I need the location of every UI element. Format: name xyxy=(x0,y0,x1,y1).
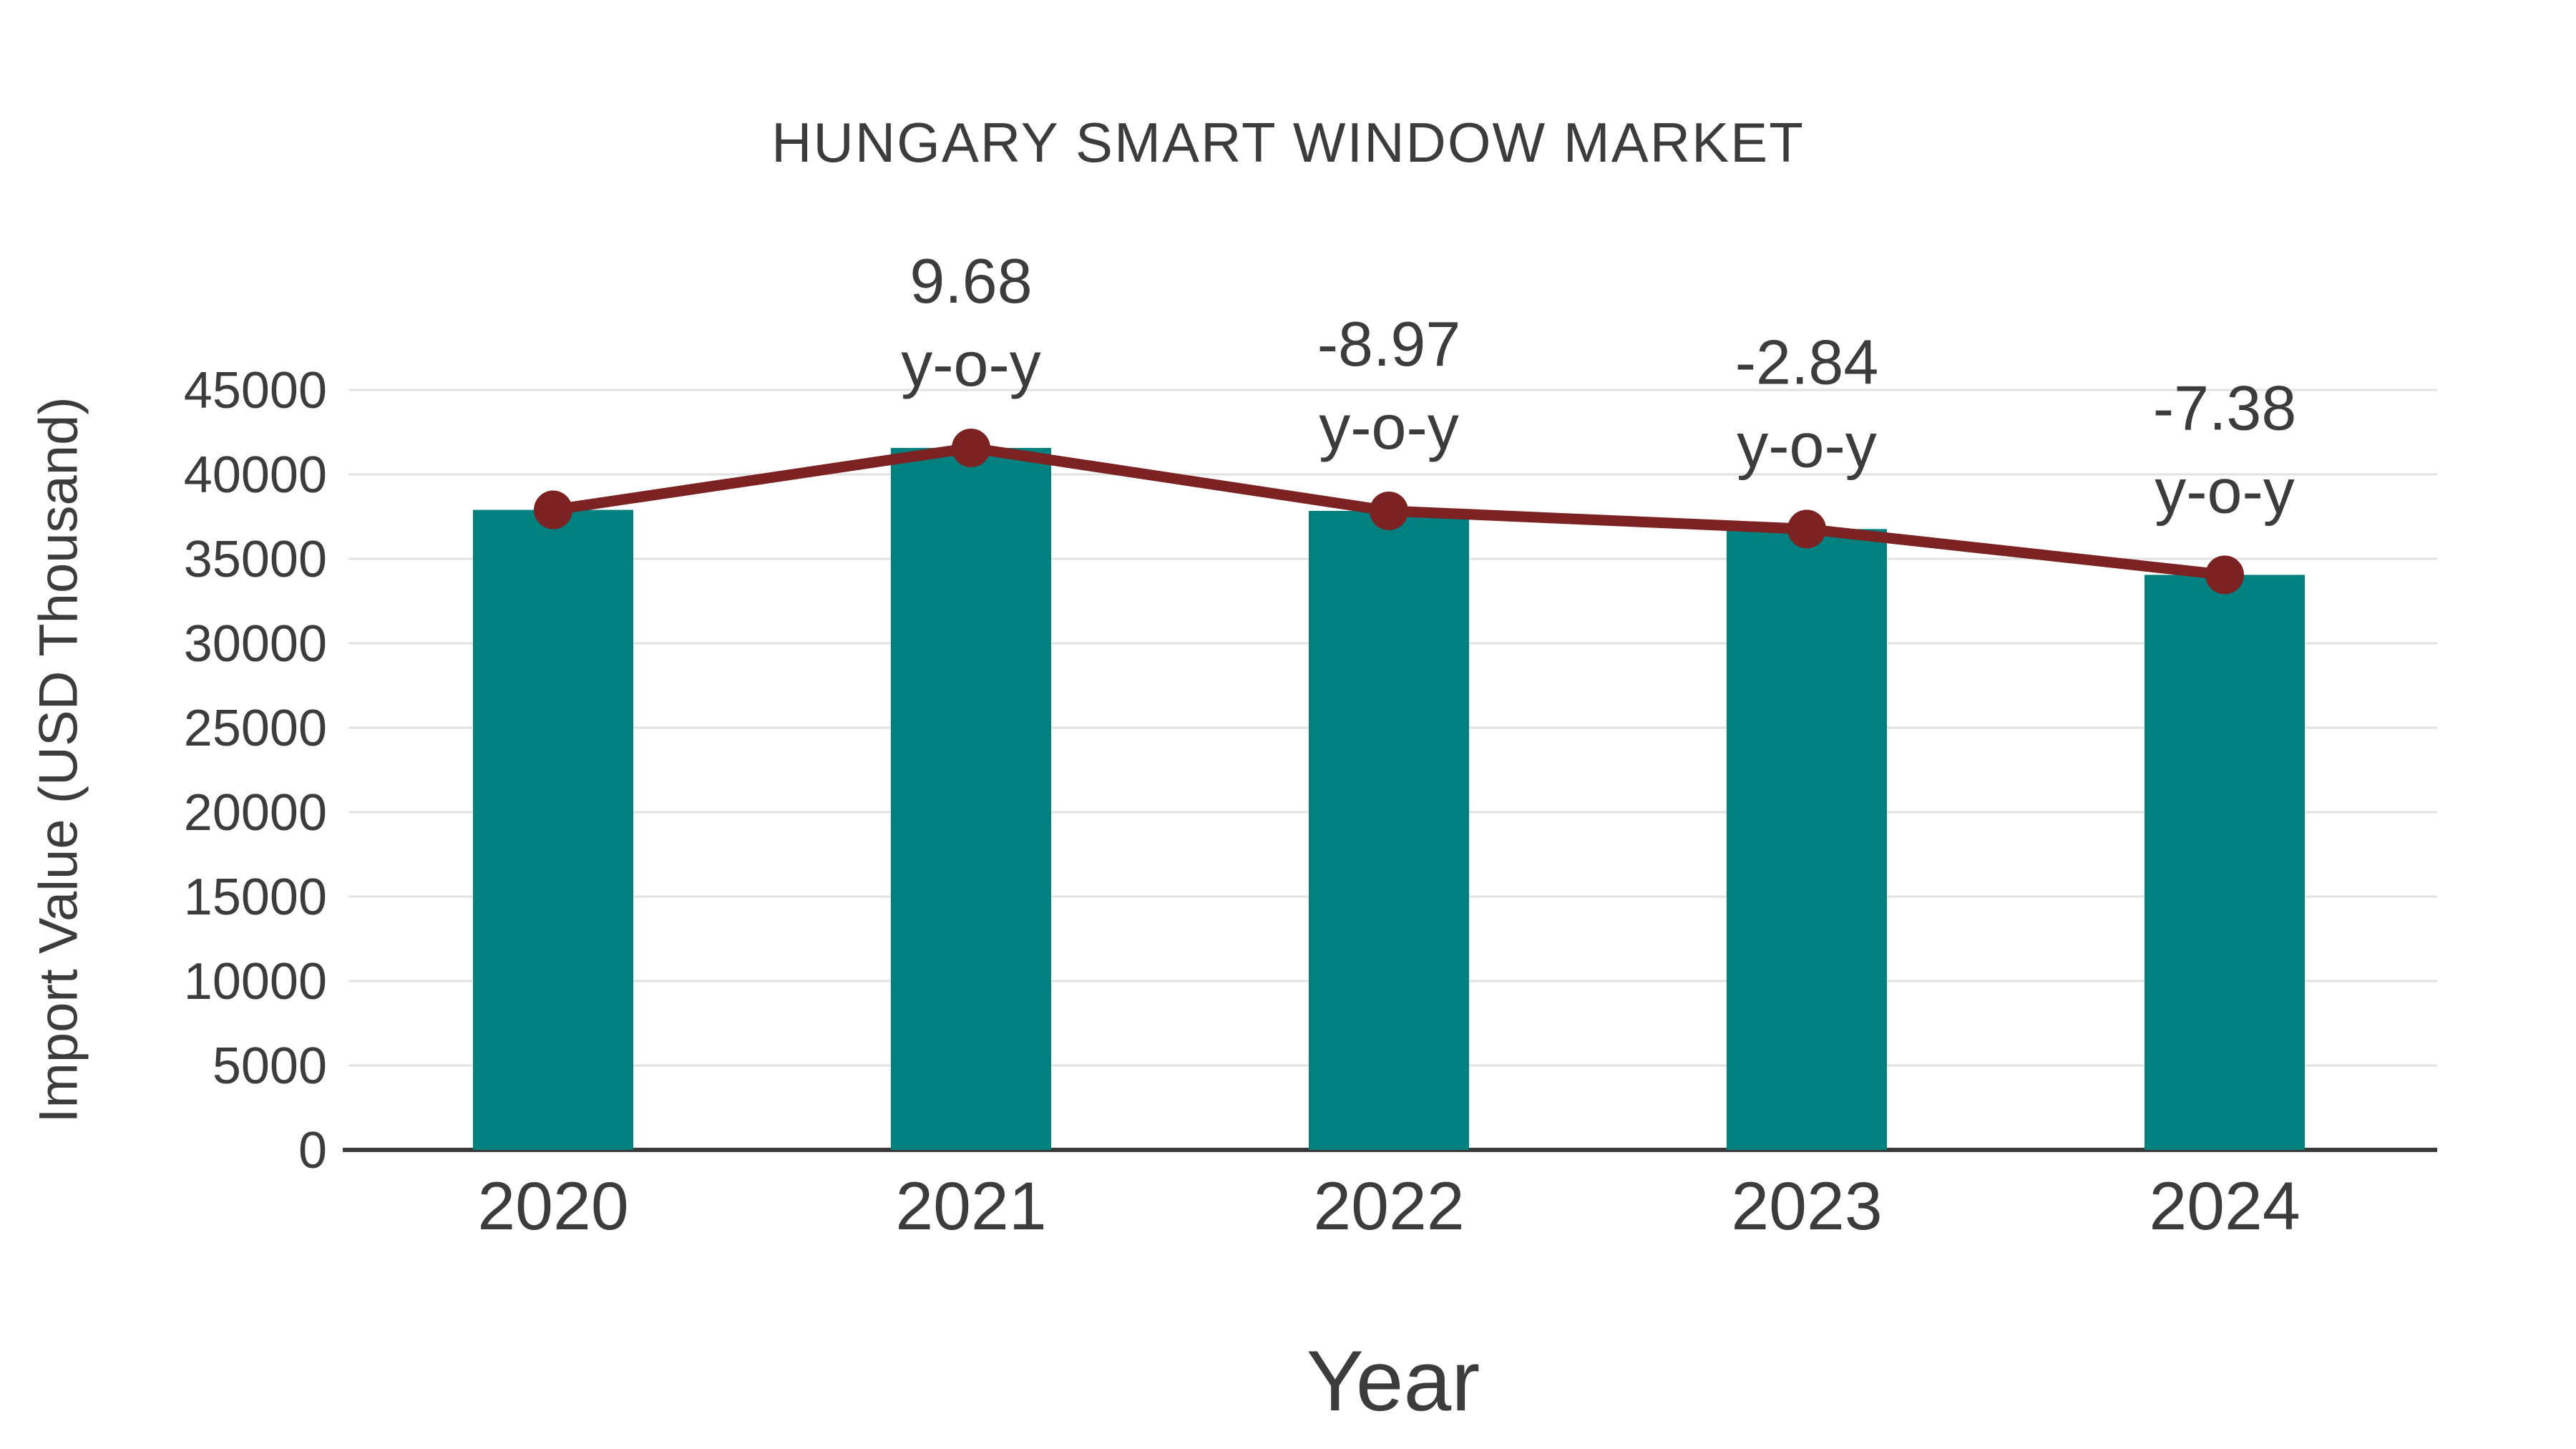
bar-2024 xyxy=(2145,575,2305,1150)
annotation-value-2024: -7.38 xyxy=(2153,372,2297,443)
annotation-yoy-2022: y-o-y xyxy=(1319,391,1459,462)
marker-2020 xyxy=(534,490,572,530)
x-tick-label-2023: 2023 xyxy=(1731,1169,1882,1244)
x-tick-label-2022: 2022 xyxy=(1313,1169,1464,1244)
bar-2020 xyxy=(473,509,633,1150)
marker-2021 xyxy=(952,428,990,467)
annotation-value-2021: 9.68 xyxy=(909,245,1032,316)
y-tick-label-10000: 10000 xyxy=(184,953,327,1010)
y-tick-label-25000: 25000 xyxy=(184,700,327,757)
y-tick-label-30000: 30000 xyxy=(184,615,327,673)
chart-title: HUNGARY SMART WINDOW MARKET xyxy=(771,111,1805,174)
y-tick-label-40000: 40000 xyxy=(184,447,327,504)
y-tick-label-0: 0 xyxy=(298,1122,327,1179)
x-tick-label-2021: 2021 xyxy=(895,1169,1046,1244)
marker-2024 xyxy=(2205,555,2244,595)
y-tick-label-45000: 45000 xyxy=(184,362,327,419)
x-axis-title: Year xyxy=(1306,1333,1480,1429)
y-tick-label-20000: 20000 xyxy=(184,784,327,841)
marker-2022 xyxy=(1370,491,1408,530)
bar-2023 xyxy=(1727,529,1887,1150)
annotation-yoy-2021: y-o-y xyxy=(901,328,1041,399)
y-tick-label-5000: 5000 xyxy=(213,1038,327,1095)
x-tick-label-2020: 2020 xyxy=(477,1169,628,1244)
marker-2023 xyxy=(1787,509,1826,549)
y-tick-label-35000: 35000 xyxy=(184,531,327,588)
annotation-yoy-2023: y-o-y xyxy=(1737,409,1877,480)
annotation-value-2023: -2.84 xyxy=(1735,326,1879,397)
bar-2022 xyxy=(1309,510,1469,1150)
bar-2021 xyxy=(891,447,1051,1150)
x-tick-label-2024: 2024 xyxy=(2149,1169,2300,1244)
annotation-yoy-2024: y-o-y xyxy=(2155,455,2295,526)
y-tick-label-15000: 15000 xyxy=(184,869,327,926)
annotation-value-2022: -8.97 xyxy=(1317,308,1461,379)
